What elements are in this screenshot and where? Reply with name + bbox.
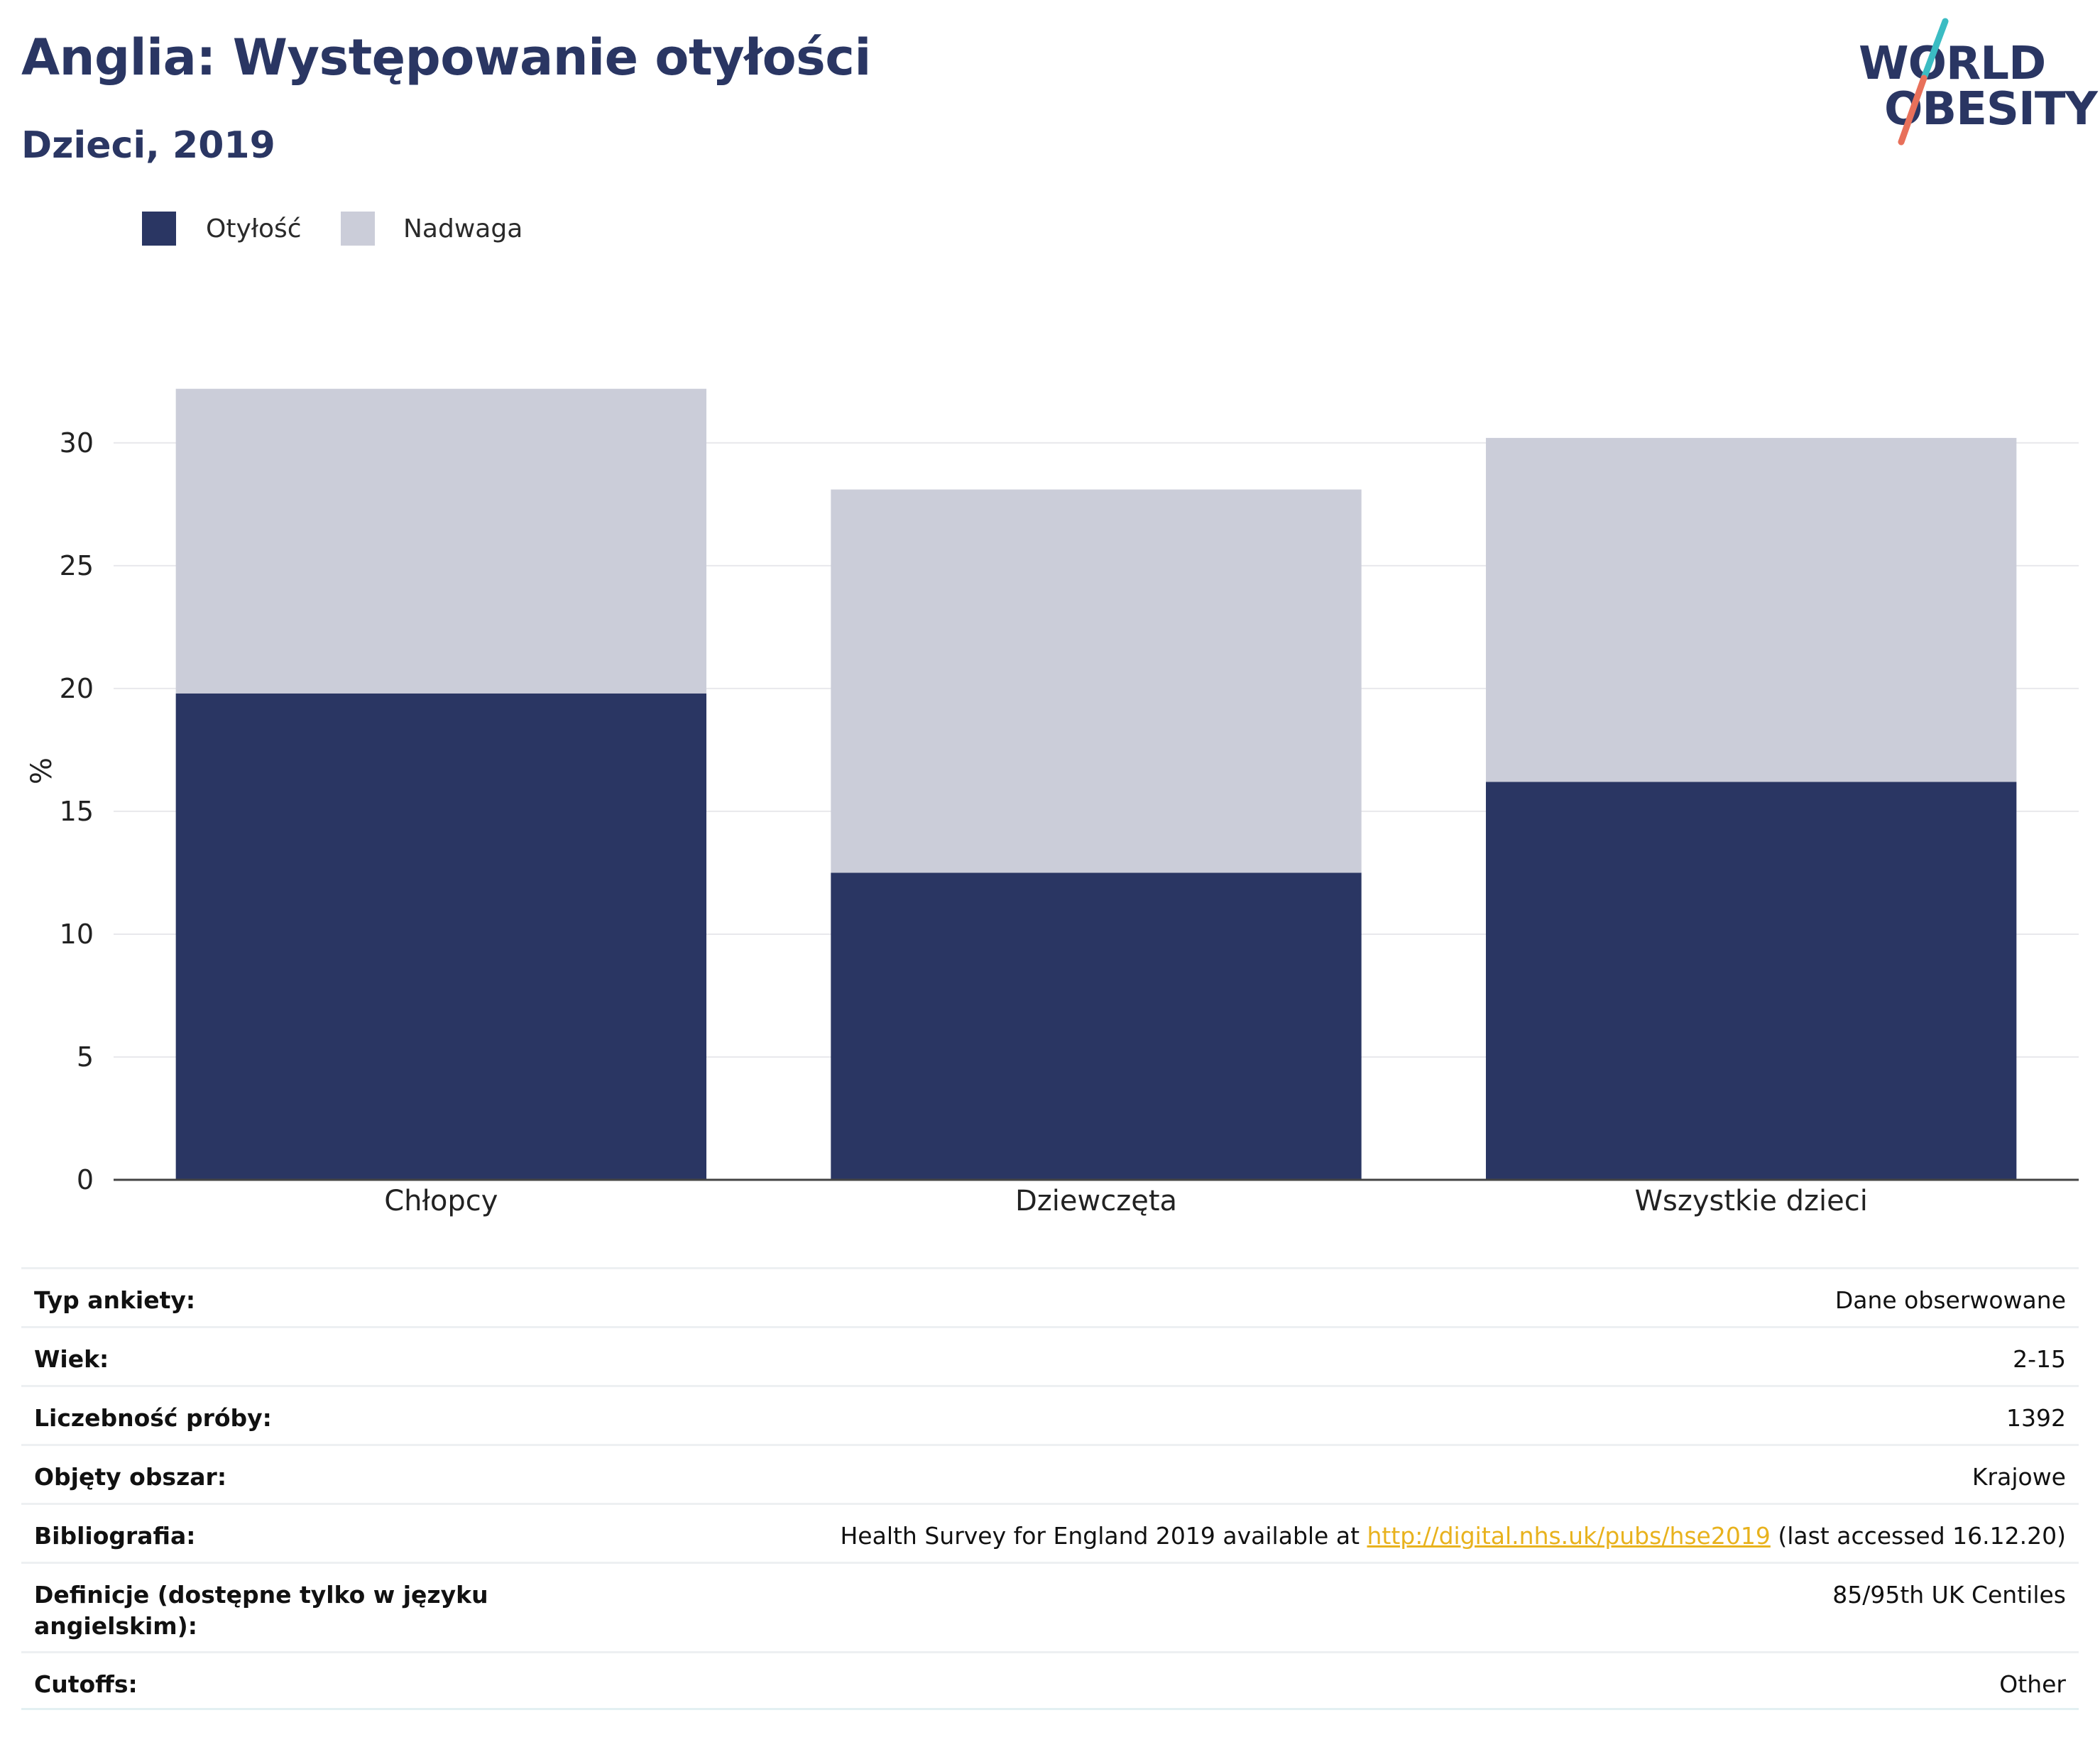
info-value: 2-15: [2013, 1345, 2066, 1373]
info-row-bibliography: Bibliografia: Health Survey for England …: [21, 1503, 2079, 1562]
info-value: Dane obserwowane: [1834, 1286, 2066, 1314]
y-tick-label: 15: [60, 796, 94, 827]
logo-text-world: WORLD: [1859, 38, 2046, 90]
info-label: Liczebność próby:: [34, 1404, 272, 1432]
info-value: Krajowe: [1972, 1463, 2066, 1491]
legend-label-overweight: Nadwaga: [403, 214, 523, 243]
bar-segment-overweight: [1485, 437, 2017, 782]
y-axis-title: %: [26, 757, 58, 784]
bibliography-suffix: (last accessed 16.12.20): [1770, 1522, 2066, 1550]
y-tick-label: 10: [60, 919, 94, 950]
info-value: 1392: [2006, 1404, 2066, 1432]
info-label: Cutoffs:: [34, 1670, 138, 1698]
chart-title: Anglia: Występowanie otyłości: [21, 28, 871, 87]
info-row-area-covered: Objęty obszar: Krajowe: [21, 1444, 2079, 1503]
legend-swatch-overweight: [341, 212, 375, 246]
bar-segment-obesity: [831, 872, 1362, 1180]
bar-segment-overweight: [175, 388, 707, 694]
info-label: Bibliografia:: [34, 1522, 196, 1550]
metadata-table: Typ ankiety: Dane obserwowane Wiek: 2-15…: [21, 1267, 2079, 1710]
legend-label-obesity: Otyłość: [206, 214, 302, 243]
bar-segment-overweight: [831, 489, 1362, 873]
chart-subtitle: Dzieci, 2019: [21, 124, 275, 167]
info-value: Health Survey for England 2019 available…: [840, 1521, 2066, 1552]
info-value: 85/95th UK Centiles: [1832, 1581, 2066, 1609]
info-row-age: Wiek: 2-15: [21, 1326, 2079, 1385]
y-tick-label: 20: [60, 673, 94, 704]
legend-swatch-obesity: [142, 212, 176, 246]
x-category-label: Wszystkie dzieci: [1634, 1185, 1867, 1217]
bibliography-link[interactable]: http://digital.nhs.uk/pubs/hse2019: [1367, 1522, 1771, 1550]
y-tick-label: 30: [60, 427, 94, 459]
info-row-definitions: Definicje (dostępne tylko w języku angie…: [21, 1562, 2079, 1651]
x-category-label: Dziewczęta: [1015, 1185, 1177, 1217]
info-label: Definicje (dostępne tylko w języku angie…: [34, 1581, 488, 1640]
info-label: Typ ankiety:: [34, 1286, 196, 1314]
bibliography-text: Health Survey for England 2019 available…: [840, 1522, 1367, 1550]
y-tick-label: 25: [60, 550, 94, 581]
info-row-sample-size: Liczebność próby: 1392: [21, 1385, 2079, 1444]
stacked-bar-chart: 0 5 10 15 20 25 30 Chłopcy Dziewczęta Wszystkie d…: [26, 388, 2079, 1217]
logo-slash-icon: [1898, 18, 1949, 146]
info-label: Wiek:: [34, 1345, 109, 1373]
x-category-label: Chłopcy: [384, 1185, 498, 1217]
info-value: Other: [1999, 1670, 2066, 1698]
info-label: Objęty obszar:: [34, 1463, 227, 1491]
info-row-survey-type: Typ ankiety: Dane obserwowane: [21, 1267, 2079, 1326]
y-tick-label: 5: [77, 1041, 94, 1073]
info-row-cutoffs: Cutoffs: Other: [21, 1651, 2079, 1710]
world-obesity-logo: WORLD OBESITY: [1853, 18, 2098, 153]
bar-segment-obesity: [1485, 782, 2017, 1180]
bar-segment-obesity: [175, 693, 707, 1180]
y-tick-label: 0: [77, 1164, 94, 1195]
